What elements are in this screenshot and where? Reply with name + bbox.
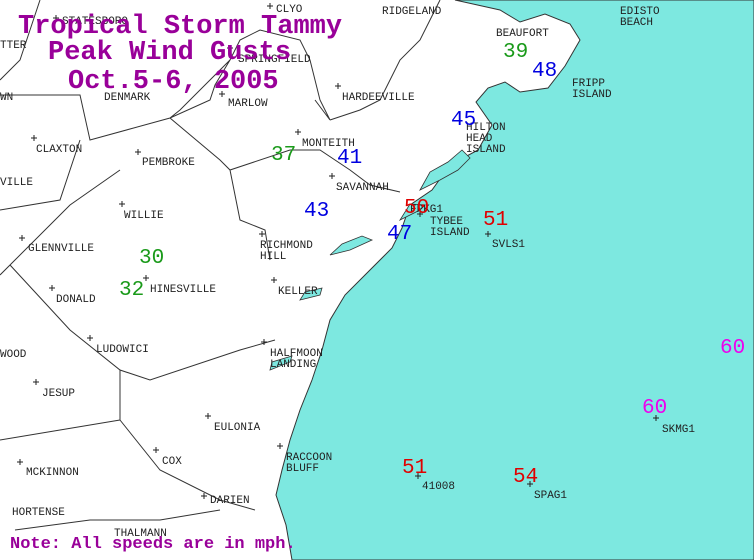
place-label: STATESBORO	[62, 16, 128, 28]
title-line: Peak Wind Gusts	[48, 38, 291, 68]
place-label: THALMANN	[114, 528, 167, 540]
place-marker	[653, 415, 659, 421]
place-marker	[87, 335, 93, 341]
place-label: DONALD	[56, 294, 96, 306]
wind-gust: 30	[139, 247, 164, 270]
place-label: GLENNVILLE	[28, 243, 94, 255]
wind-gust: 37	[271, 144, 296, 167]
place-marker	[33, 379, 39, 385]
wind-gust: 39	[503, 41, 528, 64]
place-label: MCKINNON	[26, 467, 79, 479]
place-marker	[295, 129, 301, 135]
place-marker	[417, 211, 423, 217]
wind-gust: 45	[451, 109, 476, 132]
place-label: HARDEEVILLE	[342, 92, 415, 104]
place-label: WN	[0, 92, 13, 104]
place-label: DARIEN	[210, 495, 250, 507]
place-label: SAVANNAH	[336, 182, 389, 194]
wind-gust: 47	[387, 223, 412, 246]
title-line: Oct.5-6, 2005	[68, 67, 279, 97]
water-inlets	[269, 149, 471, 371]
place-marker	[205, 413, 211, 419]
place-label: MARLOW	[228, 98, 268, 110]
place-label: FRIPP	[572, 78, 605, 90]
place-marker	[143, 275, 149, 281]
place-label: VILLE	[0, 177, 33, 189]
county-borders	[0, 0, 441, 531]
place-label: TTER	[0, 40, 27, 52]
place-marker	[329, 173, 335, 179]
place-label: BLUFF	[286, 463, 319, 475]
place-label: HINESVILLE	[150, 284, 216, 296]
wind-gust: 60	[642, 397, 667, 420]
place-label: RICHMOND	[260, 240, 313, 252]
place-label: JESUP	[42, 388, 75, 400]
wind-gust: 32	[119, 279, 144, 302]
wind-gust: 54	[513, 466, 538, 489]
place-label: FPKG1	[410, 204, 443, 216]
place-label: KELLER	[278, 286, 318, 298]
wind-gust: 48	[532, 60, 557, 83]
place-label: LUDOWICI	[96, 344, 149, 356]
place-label: SVLS1	[492, 239, 525, 251]
place-label: SPAG1	[534, 490, 567, 502]
place-marker	[31, 135, 37, 141]
place-label: HILL	[260, 251, 286, 263]
place-label: HEAD	[466, 133, 493, 145]
wind-gust: 60	[720, 337, 745, 360]
wind-gust: 43	[304, 200, 329, 223]
place-label: HALFMOON	[270, 348, 323, 360]
place-marker	[259, 231, 265, 237]
wind-gust: 50	[404, 197, 429, 220]
place-marker	[485, 231, 491, 237]
place-label: HORTENSE	[12, 507, 65, 519]
place-marker	[415, 473, 421, 479]
place-label: MONTEITH	[302, 138, 355, 150]
wind-gust: 51	[402, 457, 427, 480]
place-label: CLAXTON	[36, 144, 82, 156]
place-marker	[53, 15, 59, 21]
place-marker	[261, 339, 267, 345]
place-marker	[219, 91, 225, 97]
place-label: SPRINGFIELD	[238, 54, 311, 66]
place-marker	[335, 83, 341, 89]
place-marker	[227, 45, 233, 51]
place-label: RIDGELAND	[382, 6, 442, 18]
note: Note: All speeds are in mph.	[10, 535, 296, 554]
place-marker	[153, 447, 159, 453]
place-label: RACCOON	[286, 452, 332, 464]
place-label: CLYO	[276, 4, 303, 16]
place-label: ISLAND	[572, 89, 612, 101]
place-marker	[267, 3, 273, 9]
place-label: ISLAND	[430, 227, 470, 239]
title-line: Tropical Storm Tammy	[18, 12, 342, 42]
place-marker	[17, 459, 23, 465]
place-label: LANDING	[270, 359, 316, 371]
wind-gust: 41	[337, 147, 362, 170]
place-label: 41008	[422, 481, 455, 493]
place-label: WILLIE	[124, 210, 164, 222]
place-label: PEMBROKE	[142, 157, 195, 169]
wind-gust: 51	[483, 209, 508, 232]
place-label: SKMG1	[662, 424, 695, 436]
place-marker	[277, 443, 283, 449]
place-label: DENMARK	[104, 92, 151, 104]
place-marker	[201, 493, 207, 499]
place-label: EULONIA	[214, 422, 261, 434]
place-marker	[271, 277, 277, 283]
place-marker	[527, 481, 533, 487]
place-marker	[49, 285, 55, 291]
place-label: WOOD	[0, 349, 27, 361]
place-label: HILTON	[466, 122, 506, 134]
place-marker	[135, 149, 141, 155]
place-marker	[119, 201, 125, 207]
place-label: EDISTO	[620, 6, 660, 18]
place-label: COX	[162, 456, 182, 468]
place-label: TYBEE	[430, 216, 463, 228]
place-label: BEACH	[620, 17, 653, 29]
place-marker	[19, 235, 25, 241]
place-label: BEAUFORT	[496, 28, 549, 40]
place-label: ISLAND	[466, 144, 506, 156]
